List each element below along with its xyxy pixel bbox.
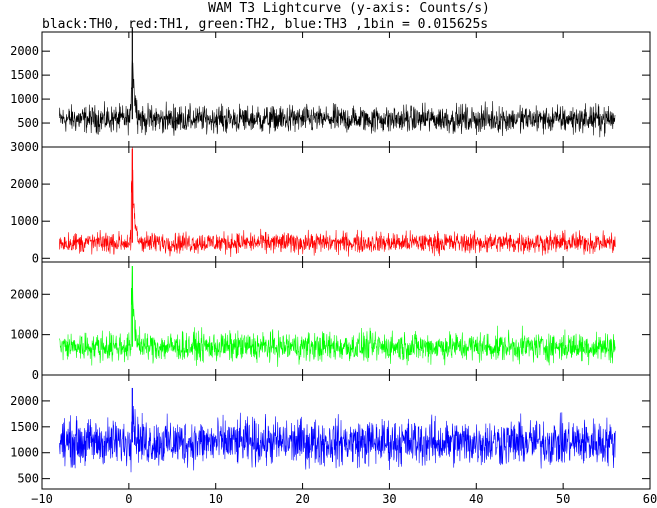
y-tick-label: 1000 [10,328,39,342]
panel-frame [41,261,651,376]
x-tick-label: 60 [643,492,657,504]
panel-th1: 0 1000 2000 3000 [10,140,651,265]
y-tick-label: 2000 [10,287,39,301]
series-line-th3 [59,405,616,473]
series-line-th1 [59,147,616,257]
y-tick-label: 2000 [10,177,39,191]
y-tick-label: 3000 [10,140,39,154]
y-tick-label: 500 [17,116,39,130]
x-tick-label: −10 [31,492,53,504]
y-tick-label: 1500 [10,68,39,82]
x-tick-label: 0 [125,492,132,504]
series-line-th0 [59,60,616,138]
y-tick-label: 0 [32,251,39,265]
plot-layer: 5001000150020000100020003000010002000500… [10,27,657,506]
y-tick-label: 1500 [10,420,39,434]
x-tick-label: 30 [382,492,396,504]
panel-frame [41,31,651,148]
y-tick-label: 500 [17,472,39,486]
y-tick-label: 1000 [10,92,39,106]
x-tick-label: 20 [295,492,309,504]
chart-title: WAM T3 Lightcurve (y-axis: Counts/s) [208,1,490,16]
panel-th0: 500 1000 1500 2000 [10,27,651,148]
y-tick-label: 1000 [10,214,39,228]
y-tick-label: 1000 [10,446,39,460]
panel-frame [41,374,651,490]
x-tick-label: 10 [208,492,222,504]
y-tick-label: 2000 [10,44,39,58]
panel-th3: 500 1000 1500 2000 [10,374,651,490]
y-tick-label: 0 [32,368,39,382]
x-tick-label: 40 [469,492,483,504]
panel-th2: 0 1000 2000 [10,261,651,382]
chart-subtitle: black:TH0, red:TH1, green:TH2, blue:TH3 … [42,17,488,32]
y-tick-label: 2000 [10,394,39,408]
series-line-th2 [59,271,616,367]
x-tick-label: 50 [556,492,570,504]
